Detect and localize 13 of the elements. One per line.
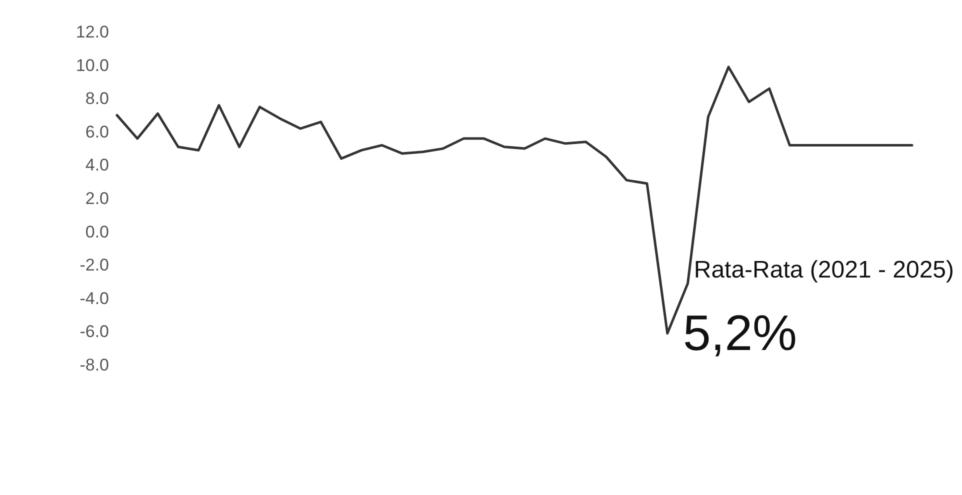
annotation: Rata-Rata (2021 - 2025) bbox=[694, 256, 954, 284]
annotation: 5,2% bbox=[683, 305, 797, 361]
y-tick-label: 4.0 bbox=[85, 156, 109, 175]
y-tick-label: 10.0 bbox=[76, 56, 109, 75]
y-tick-label: -8.0 bbox=[80, 356, 109, 374]
y-tick-label: 6.0 bbox=[85, 122, 109, 142]
y-tick-label: 12.0 bbox=[76, 22, 109, 42]
y-tick-label: 2.0 bbox=[85, 189, 109, 208]
y-tick-label: 8.0 bbox=[85, 89, 109, 108]
y-tick-label: 0.0 bbox=[85, 222, 109, 242]
y-tick-label: -4.0 bbox=[80, 288, 109, 308]
y-tick-label: -6.0 bbox=[80, 322, 109, 342]
y-tick-label: -2.0 bbox=[80, 256, 109, 275]
